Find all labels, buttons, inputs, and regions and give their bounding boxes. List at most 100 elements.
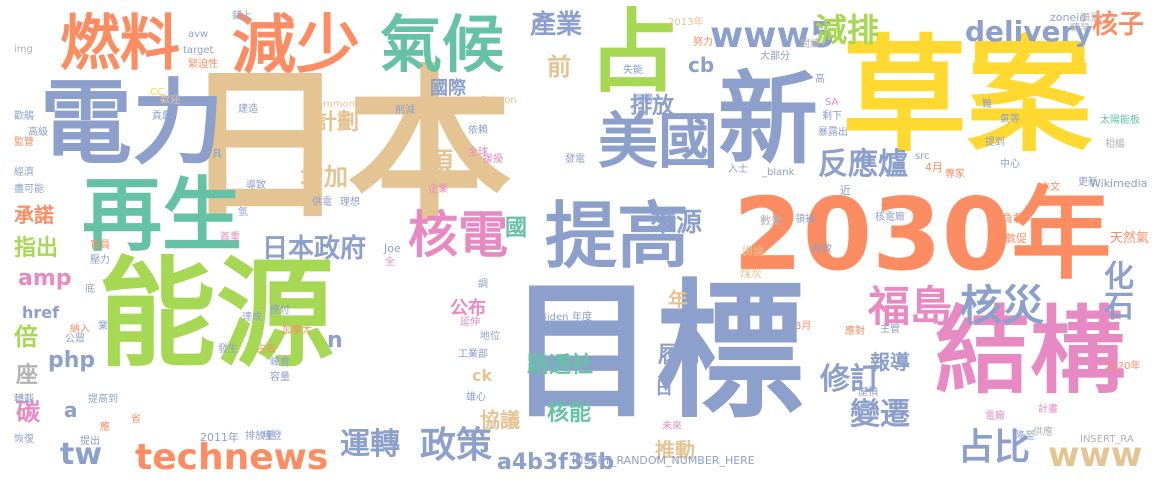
- word: tw: [60, 437, 103, 472]
- word: INSERT_RANDOM_NUMBER_HERE: [572, 454, 755, 467]
- word: 提出: [80, 436, 100, 447]
- word: 草案: [842, 24, 1092, 169]
- word: 應: [100, 422, 110, 433]
- word: 變遷: [850, 397, 910, 432]
- word: 推動: [655, 438, 695, 462]
- word: Commons: [310, 99, 361, 110]
- word: 失能: [623, 65, 643, 76]
- word: 提到: [985, 137, 1005, 148]
- word: 更新: [1078, 177, 1098, 188]
- word: 新: [718, 61, 818, 178]
- word: 減排: [815, 11, 880, 49]
- word: www5: [710, 15, 835, 56]
- word: 承諾: [14, 203, 54, 227]
- word: 中央廣播電台: [535, 324, 595, 335]
- word: 延伸: [460, 317, 480, 328]
- word: 加拿大: [282, 325, 312, 336]
- word: 發電: [565, 154, 585, 165]
- word: 應付: [270, 305, 290, 316]
- word: 容量: [270, 372, 290, 383]
- word: zoneid: [1050, 11, 1087, 24]
- word: 國: [505, 216, 528, 241]
- word: 官員: [90, 240, 110, 251]
- word: a: [64, 398, 78, 422]
- word: 入士: [728, 164, 748, 175]
- word: 高: [815, 74, 825, 85]
- word: 企業: [428, 184, 448, 195]
- word: 年度: [572, 312, 592, 323]
- word: 敦促: [1005, 232, 1027, 245]
- word: 恢復: [14, 434, 34, 445]
- word: a4b3f35b: [497, 450, 615, 475]
- word: 專家: [945, 169, 965, 180]
- word: SA: [825, 97, 839, 108]
- word: 2013年: [668, 17, 704, 28]
- word: 政策: [420, 425, 493, 466]
- word: 核子: [1092, 10, 1145, 40]
- word: 項: [427, 148, 454, 178]
- word: 拜登: [262, 431, 282, 442]
- word: 能源: [98, 245, 335, 383]
- word: 屋頂: [858, 387, 878, 398]
- word: 座: [16, 363, 39, 388]
- word: 日本: [182, 50, 512, 242]
- word: CC: [150, 87, 164, 98]
- word: 目標: [508, 266, 804, 438]
- word: 提高到: [88, 394, 118, 405]
- word: 提高: [545, 194, 690, 278]
- word: 調: [478, 279, 488, 290]
- word: 路透社: [527, 353, 594, 378]
- word: 占: [588, 0, 678, 105]
- word: 核電廠: [875, 212, 905, 223]
- word: 難: [982, 99, 992, 110]
- word: 碳: [16, 398, 40, 426]
- word: 日本政府: [262, 234, 367, 264]
- word: 太陽能板: [1100, 115, 1140, 126]
- word: 指出: [14, 236, 59, 261]
- word: Wikimedia: [1090, 177, 1148, 190]
- word: 日: [655, 378, 673, 399]
- word: 監管: [14, 137, 34, 148]
- word: 再生: [82, 169, 242, 262]
- word: 轉載: [14, 394, 34, 405]
- word: 來源: [650, 208, 703, 238]
- word: 主管: [880, 324, 900, 335]
- word: 領袖: [795, 214, 815, 225]
- word: 雄心: [466, 392, 486, 403]
- word: 美國: [598, 107, 718, 177]
- word: 減少: [232, 9, 360, 83]
- word: 願景: [1080, 13, 1100, 24]
- word: 輿論: [742, 245, 764, 258]
- word: 財政: [812, 244, 832, 255]
- word: 燃料: [60, 9, 180, 79]
- word: 貢獻: [152, 111, 172, 122]
- word: 削減: [395, 105, 415, 116]
- word: 應對: [845, 326, 865, 337]
- word: 運轉: [340, 427, 400, 462]
- word: 緊迫性: [188, 59, 218, 70]
- word: ck: [472, 366, 493, 385]
- word: technews: [135, 437, 329, 478]
- word: 排放: [630, 94, 675, 119]
- word: 核災: [960, 281, 1045, 330]
- word: 降至: [1015, 431, 1035, 442]
- word: 福島: [868, 282, 953, 331]
- word: 具: [212, 149, 222, 160]
- word: 全球: [468, 147, 488, 158]
- word: 數量: [760, 214, 782, 227]
- word: 導致: [246, 180, 266, 191]
- word: 相繼: [1105, 139, 1125, 150]
- word: 建造: [238, 104, 258, 115]
- word: 煤炭: [740, 267, 762, 280]
- word: 歡鵑: [14, 111, 34, 122]
- word: 達成: [242, 312, 262, 323]
- word: 修訂: [820, 362, 880, 397]
- word: 前: [547, 53, 571, 81]
- word: 歡迎: [160, 95, 180, 106]
- word: 供應: [1033, 427, 1053, 438]
- word: 電力: [40, 70, 225, 177]
- word: 精早: [1070, 23, 1090, 34]
- word: 鋪上: [232, 11, 252, 22]
- word: 壓力: [90, 255, 110, 266]
- word: 氣候: [380, 8, 505, 81]
